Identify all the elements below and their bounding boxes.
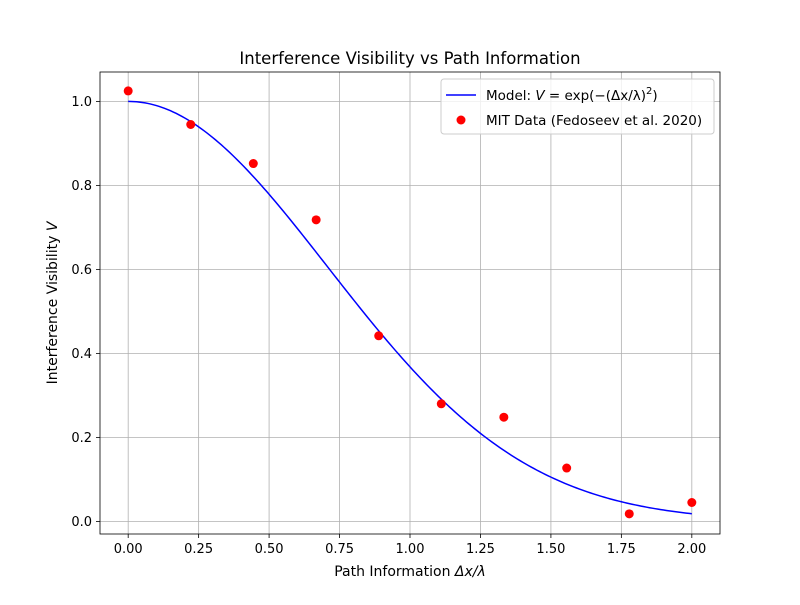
grid: [100, 72, 720, 534]
legend: Model: V = exp(−(Δx/λ)2) MIT Data (Fedos…: [440, 78, 715, 135]
y-tick-label: 1.0: [71, 95, 92, 110]
model-curve: [128, 100, 692, 515]
chart-title: Interference Visibility vs Path Informat…: [239, 49, 580, 68]
x-tick-label: 1.50: [536, 542, 565, 557]
data-point: [374, 331, 384, 341]
data-point: [436, 399, 446, 409]
legend-box: [440, 78, 715, 135]
x-tick-label: 1.25: [466, 542, 495, 557]
legend-data-marker: [456, 115, 466, 125]
data-point: [624, 509, 634, 519]
x-tick-label: 0.25: [184, 542, 213, 557]
x-tick-label: 2.00: [677, 542, 706, 557]
x-tick-label: 0.00: [114, 542, 143, 557]
legend-model-label: Model: V = exp(−(Δx/λ)2): [486, 86, 658, 104]
y-tick-label: 0.6: [71, 263, 92, 278]
data-point: [186, 120, 196, 129]
x-tick-label: 1.00: [396, 542, 425, 557]
axis-ticks: 0.00 0.25 0.50 0.75 1.00 1.25 1.50 1.75 2.00 0.0 0…: [71, 95, 706, 557]
y-tick-label: 0.0: [71, 515, 92, 530]
data-point: [248, 159, 258, 169]
x-axis-label: Path Information Δx/λ: [334, 564, 486, 580]
data-point: [311, 215, 321, 225]
y-tick-label: 0.8: [71, 179, 92, 194]
plot-area: [123, 86, 697, 519]
x-tick-label: 1.75: [607, 542, 636, 557]
x-tick-label: 0.50: [255, 542, 284, 557]
x-tick-label: 0.75: [325, 542, 354, 557]
data-point: [687, 498, 697, 507]
legend-data-label: MIT Data (Fedoseev et al. 2020): [486, 113, 702, 129]
data-point: [562, 463, 572, 473]
y-tick-label: 0.4: [71, 347, 92, 362]
y-axis-label: Interference Visibility V: [45, 220, 61, 384]
data-point: [123, 86, 133, 96]
y-tick-label: 0.2: [71, 431, 92, 446]
data-point: [499, 412, 509, 422]
